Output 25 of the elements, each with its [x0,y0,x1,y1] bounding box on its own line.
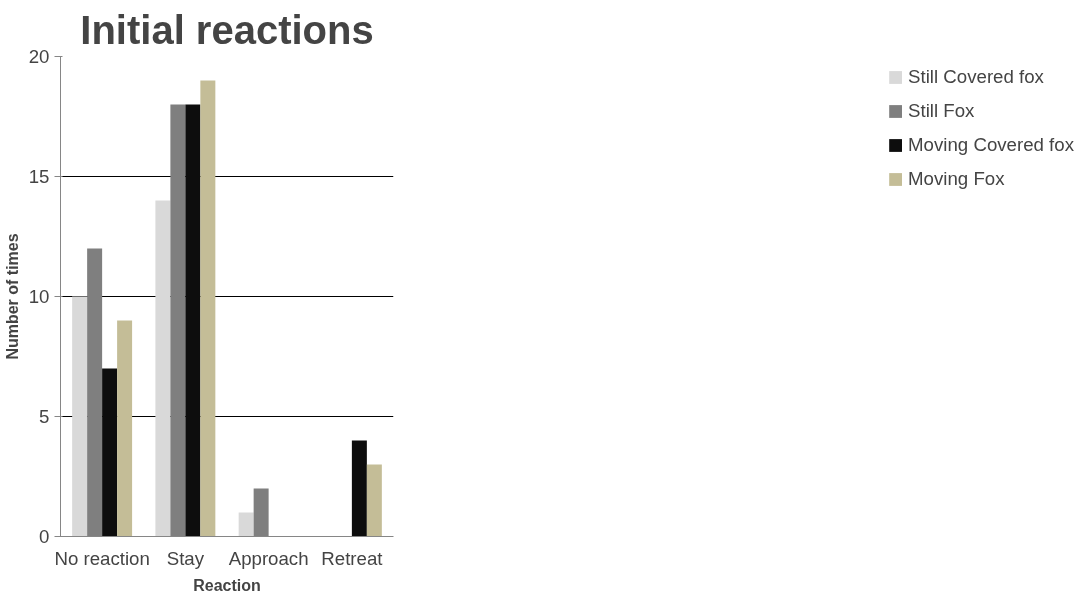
x-tick-label: Stay [166,547,205,569]
bar [117,320,133,537]
x-axis-title: Reaction [193,576,261,594]
x-tick-label: Approach [228,547,309,569]
x-tick-label: Retreat [321,547,384,569]
chart-title: Initial reactions [80,7,374,52]
bar [200,80,216,537]
bar [366,464,382,537]
y-tick-label: 5 [39,406,50,427]
x-tick-label: No reaction [54,547,150,569]
y-axis-title: Number of times [3,233,21,360]
legend-label: Moving Covered fox [908,134,1074,156]
bar [72,296,88,537]
y-tick-label: 0 [39,526,50,547]
bar [351,440,367,537]
y-tick-label: 20 [28,46,50,67]
legend-label: Still Fox [908,100,975,122]
y-tick-label: 15 [28,166,50,187]
bar [185,104,201,537]
bar [155,200,171,537]
bar [238,512,254,537]
legend-label: Moving Fox [908,168,1005,190]
bar [102,368,118,537]
legend-label: Still Covered fox [908,66,1044,88]
y-tick-label: 10 [28,286,50,307]
